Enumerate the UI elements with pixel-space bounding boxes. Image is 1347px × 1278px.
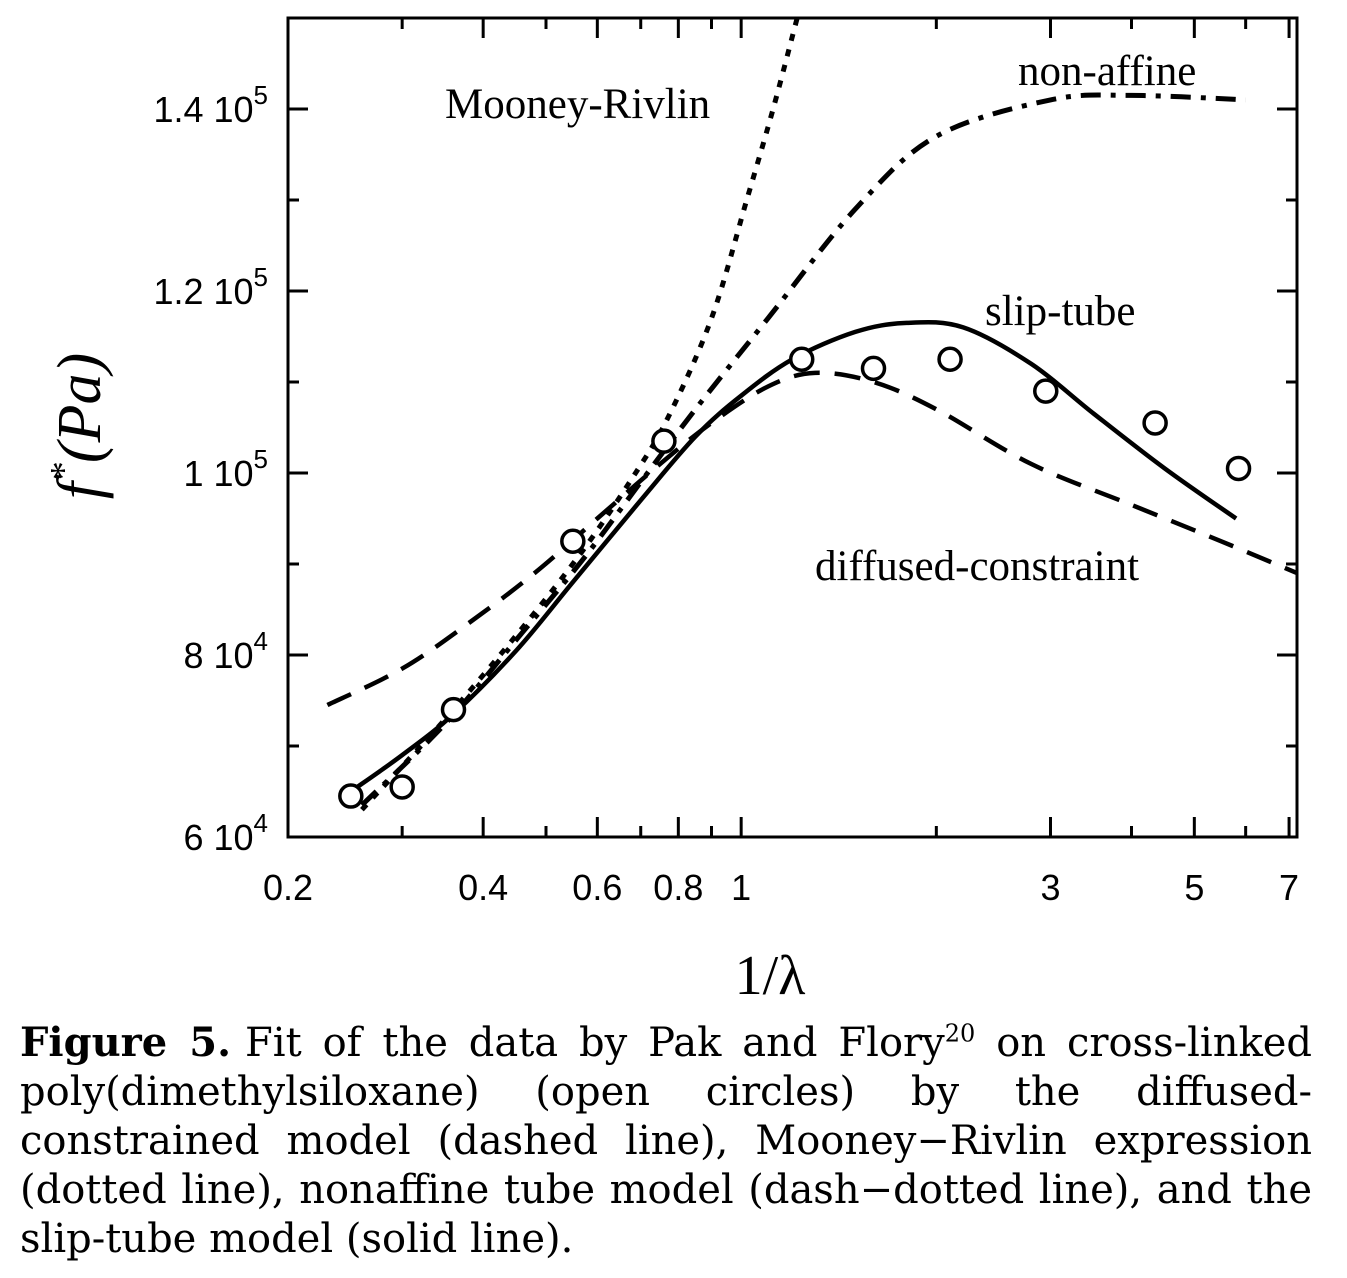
x-tick-label: 7 <box>1279 867 1299 908</box>
y-tick-mantissa: 6 10 <box>183 817 253 858</box>
data-point <box>1225 455 1252 482</box>
caption-ref: 20 <box>944 1019 976 1048</box>
y-tick-mantissa: 1.2 10 <box>153 271 253 312</box>
series-non-affine <box>360 92 1246 807</box>
caption-label: Figure 5. <box>20 1019 232 1066</box>
y-tick-label: 8 104 <box>183 626 268 676</box>
annotation-diffused-constraint: diffused-constraint <box>815 543 1139 590</box>
y-tick-exponent: 4 <box>254 626 268 656</box>
y-tick-exponent: 4 <box>254 808 268 838</box>
data-point <box>389 774 415 800</box>
data-point <box>937 346 963 372</box>
figure-caption: Figure 5. Fit of the data by Pak and Flor… <box>20 1018 1312 1264</box>
plot-frame <box>286 16 1299 839</box>
data-point <box>338 783 364 809</box>
y-tick-mantissa: 8 10 <box>183 635 253 676</box>
svg-text:f*(Pa): f*(Pa) <box>43 353 114 499</box>
data-point <box>1142 410 1168 436</box>
data-point <box>788 346 815 372</box>
series-lines <box>326 18 1297 812</box>
y-axis-label-sup: * <box>43 463 85 482</box>
y-tick-exponent: 5 <box>254 262 268 292</box>
y-tick-exponent: 5 <box>254 444 268 474</box>
caption-text: Fit of the data by Pak and Flory <box>245 1020 945 1066</box>
x-tick-label: 5 <box>1184 867 1204 908</box>
y-tick-label: 1.2 105 <box>153 262 268 312</box>
y-tick-mantissa: 1.4 10 <box>153 89 253 130</box>
x-tick-label: 0.4 <box>458 867 508 908</box>
annotation-non-affine: non-affine <box>1018 48 1196 95</box>
series-mooney-rivlin <box>360 18 800 812</box>
series-diffused-constraint <box>326 370 1297 708</box>
y-tick-label: 1 105 <box>183 444 268 494</box>
y-tick-label: 6 104 <box>183 808 268 858</box>
x-tick-label: 0.6 <box>572 867 622 908</box>
x-tick-label: 3 <box>1040 867 1060 908</box>
data-points <box>338 346 1252 809</box>
y-tick-exponent: 5 <box>254 80 268 110</box>
x-tick-label: 0.2 <box>263 867 313 908</box>
x-axis-label: 1/λ <box>735 945 806 1007</box>
caption-text-rest: on cross-linked poly(dimethylsiloxane) (… <box>20 1020 1312 1262</box>
data-point <box>560 528 586 554</box>
y-axis-label: f*(Pa) <box>43 353 114 499</box>
data-point <box>651 428 677 454</box>
data-point <box>860 355 887 382</box>
data-point <box>1033 378 1059 404</box>
y-axis-label-unit: (Pa) <box>46 353 114 463</box>
x-tick-label: 0.8 <box>653 867 703 908</box>
y-tick-mantissa: 1 10 <box>183 453 253 494</box>
annotation-mooney-rivlin: Mooney-Rivlin <box>445 81 710 128</box>
data-point <box>440 696 467 723</box>
annotation-slip-tube: slip-tube <box>985 288 1135 335</box>
x-tick-label: 1 <box>731 867 751 908</box>
y-tick-label: 1.4 105 <box>153 80 268 130</box>
series-slip-tube <box>349 319 1238 794</box>
